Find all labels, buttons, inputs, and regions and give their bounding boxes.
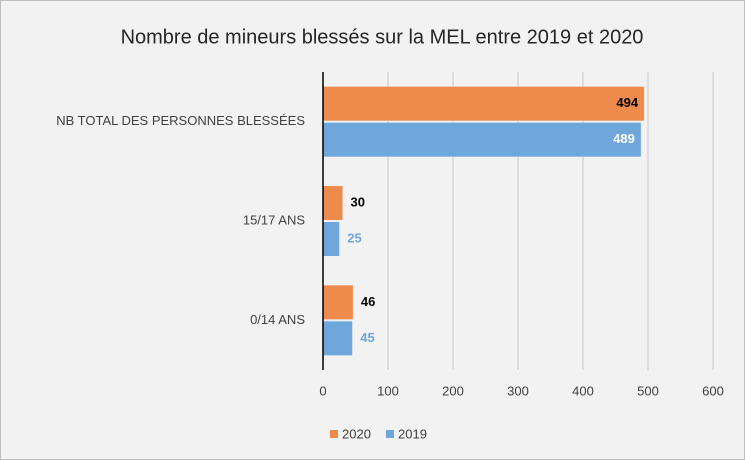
- bar: [323, 86, 645, 121]
- chart-title: Nombre de mineurs blessés sur la MEL ent…: [121, 26, 644, 48]
- x-tick-label: 100: [377, 383, 399, 398]
- legend-label: 2019: [398, 426, 427, 441]
- legend-swatch: [330, 430, 338, 438]
- bar: [323, 321, 353, 356]
- data-label: 489: [613, 131, 635, 146]
- x-tick-label: 400: [572, 383, 594, 398]
- bar: [323, 122, 641, 157]
- x-tick-label: 500: [637, 383, 659, 398]
- y-tick-label: NB TOTAL DES PERSONNES BLESSÉES: [56, 113, 305, 128]
- y-tick-label: 0/14 ANS: [250, 312, 305, 327]
- legend-swatch: [386, 430, 394, 438]
- data-label: 494: [616, 95, 638, 110]
- x-tick-label: 200: [442, 383, 464, 398]
- bar: [323, 222, 340, 256]
- bar: [323, 186, 343, 220]
- data-label: 46: [361, 294, 375, 309]
- x-tick-label: 600: [702, 383, 724, 398]
- x-tick-label: 0: [319, 383, 326, 398]
- x-tick-label: 300: [507, 383, 529, 398]
- data-label: 30: [351, 194, 365, 209]
- bar: [323, 285, 353, 320]
- data-label: 45: [360, 330, 374, 345]
- y-tick-label: 15/17 ANS: [243, 212, 305, 227]
- legend-label: 2020: [342, 426, 371, 441]
- data-label: 25: [347, 230, 361, 245]
